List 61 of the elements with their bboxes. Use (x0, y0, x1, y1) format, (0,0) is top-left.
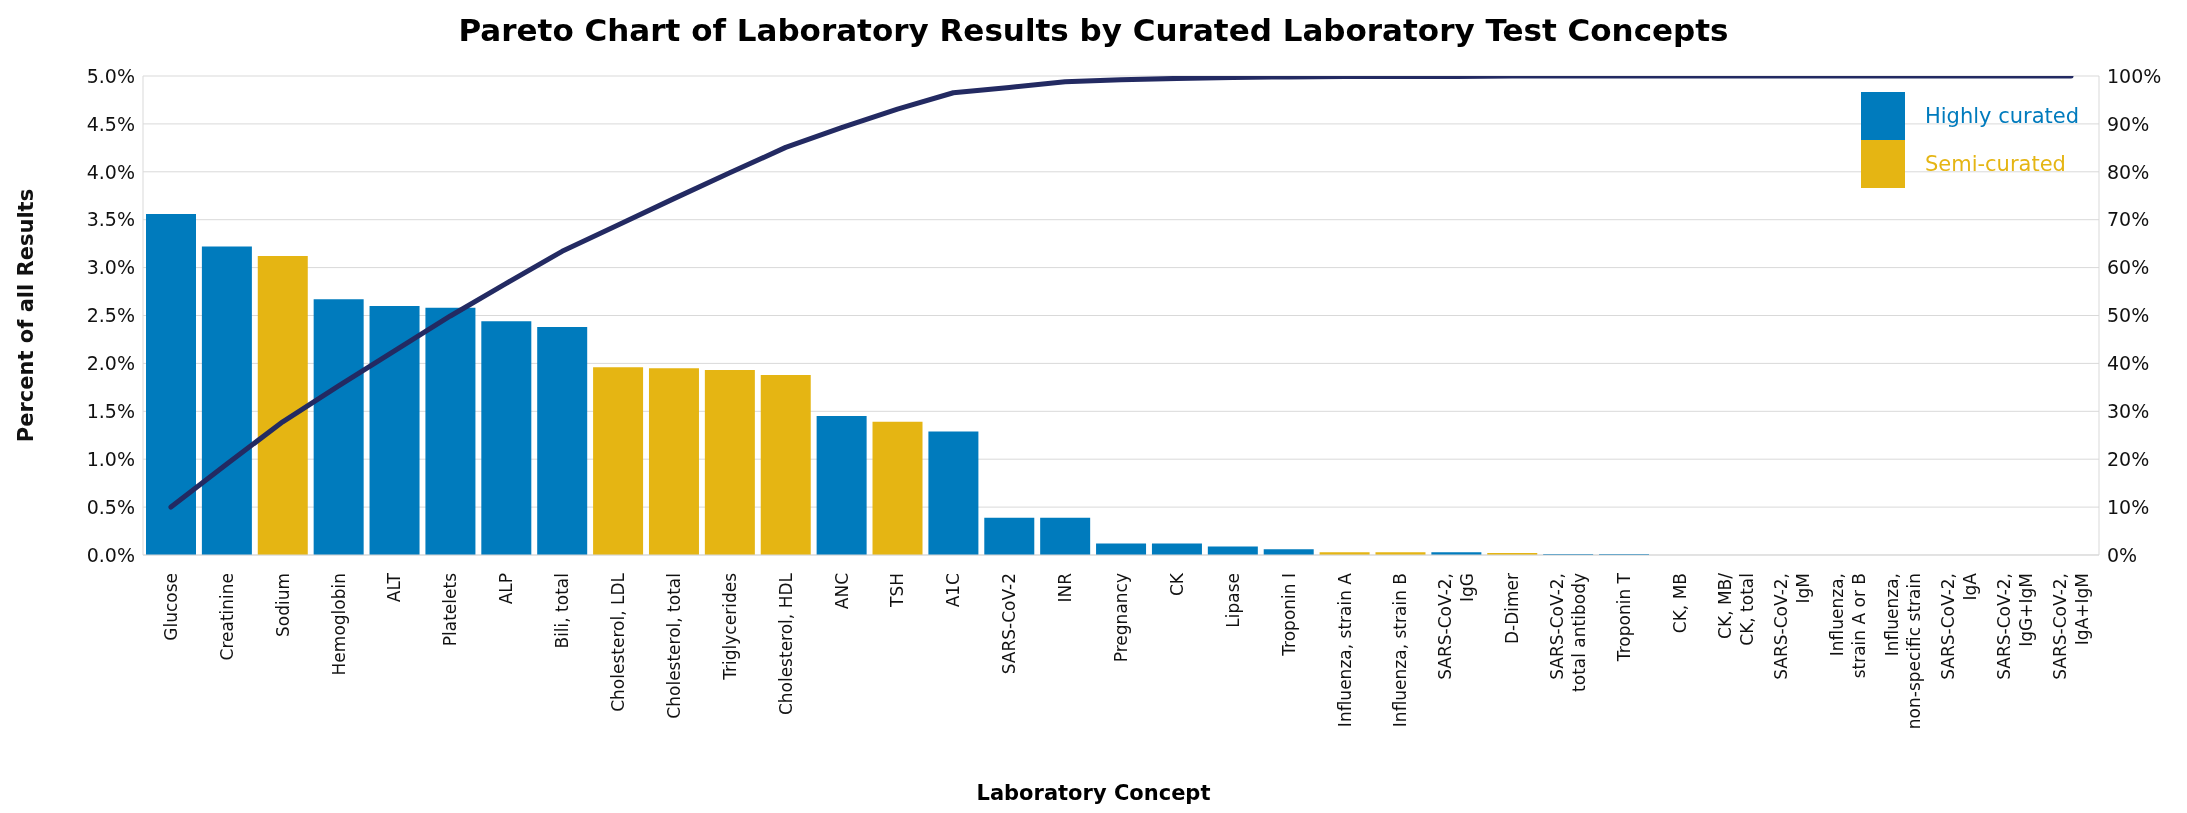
y2-tick-label: 60% (2107, 256, 2150, 279)
x-tick-label: Cholesterol, LDL (608, 572, 629, 712)
x-tick-label: Platelets (440, 572, 461, 647)
x-tick-label: SARS-CoV-2, total antibody (1547, 573, 1590, 692)
legend-label: Highly curated (1924, 104, 2079, 128)
x-tick-label: Cholesterol, total (663, 573, 684, 719)
x-tick-label: Influenza, strain A or B (1826, 573, 1869, 679)
legend-label: Semi-curated (1924, 152, 2066, 176)
x-tick-label: Troponin T (1613, 572, 1634, 663)
y-tick-label: 0.0% (86, 543, 135, 566)
x-tick-label: D-Dimer (1502, 572, 1523, 645)
y-tick-label: 3.0% (86, 256, 135, 279)
x-tick-label: SARS-CoV-2, IgA (1938, 572, 1981, 680)
x-tick-label: Influenza, strain B (1390, 573, 1411, 728)
x-tick-label: CK, MB (1669, 573, 1690, 634)
y-tick-label: 2.0% (86, 352, 135, 375)
x-tick-label: INR (1055, 572, 1076, 603)
x-tick-label: SARS-CoV-2, IgG+IgM (1994, 573, 2037, 680)
y2-tick-label: 90% (2107, 112, 2150, 135)
y-tick-label: 3.5% (86, 208, 135, 231)
y2-tick-label: 50% (2107, 304, 2150, 327)
y-tick-label: 2.5% (86, 304, 135, 327)
x-tick-label: Bili, total (552, 573, 573, 649)
x-tick-label: Lipase (1222, 573, 1243, 628)
x-axis-title: Laboratory Concept (975, 781, 1212, 805)
x-tick-label: Hemoglobin (328, 573, 349, 676)
y2-tick-label: 30% (2107, 400, 2150, 423)
y2-tick-label: 70% (2107, 208, 2150, 231)
y-tick-label: 0.5% (86, 495, 135, 518)
y-axis-title: Percent of all Results (14, 188, 39, 443)
y2-tick-label: 100% (2107, 64, 2162, 87)
y2-tick-label: 40% (2107, 352, 2150, 375)
x-tick-label: SARS-CoV-2 (999, 573, 1020, 675)
chart-title: Pareto Chart of Laboratory Results by Curated Laboratory Test Concepts (457, 12, 1730, 48)
x-tick-label: SARS-CoV-2, IgG (1435, 573, 1478, 680)
y-tick-label: 1.5% (86, 400, 135, 423)
x-tick-label: TSH (887, 573, 908, 608)
y-tick-label: 5.0% (86, 64, 135, 87)
x-tick-label: Creatinine (216, 573, 237, 661)
y-tick-label: 4.0% (86, 160, 135, 183)
y2-tick-label: 80% (2107, 160, 2150, 183)
x-tick-label: Glucose (160, 573, 181, 641)
x-tick-label: Pregnancy (1111, 573, 1131, 663)
x-tick-label: Triglycerides (719, 572, 740, 681)
y2-tick-label: 20% (2107, 447, 2150, 470)
x-tick-label: Troponin I (1278, 573, 1299, 657)
x-tick-label: CK (1166, 572, 1187, 597)
x-tick-label: Cholesterol, HDL (775, 572, 796, 716)
x-tick-label: ALP (496, 573, 517, 605)
y2-tick-label: 10% (2107, 495, 2150, 518)
x-tick-label: ALT (384, 572, 405, 603)
x-tick-label: A1C (943, 573, 964, 608)
x-tick-label: Sodium (272, 573, 293, 638)
x-tick-label: ANC (831, 573, 852, 610)
x-tick-label: SARS-CoV-2, IgA+IgM (2050, 573, 2093, 680)
y2-tick-label: 0% (2107, 543, 2138, 566)
y-tick-label: 4.5% (86, 112, 135, 135)
x-tick-label: SARS-CoV-2, IgM (1770, 573, 1813, 680)
x-tick-label: CK, MB/ CK, total (1714, 572, 1757, 646)
y-tick-label: 1.0% (86, 447, 135, 470)
x-tick-label: Influenza, strain A (1334, 572, 1355, 728)
